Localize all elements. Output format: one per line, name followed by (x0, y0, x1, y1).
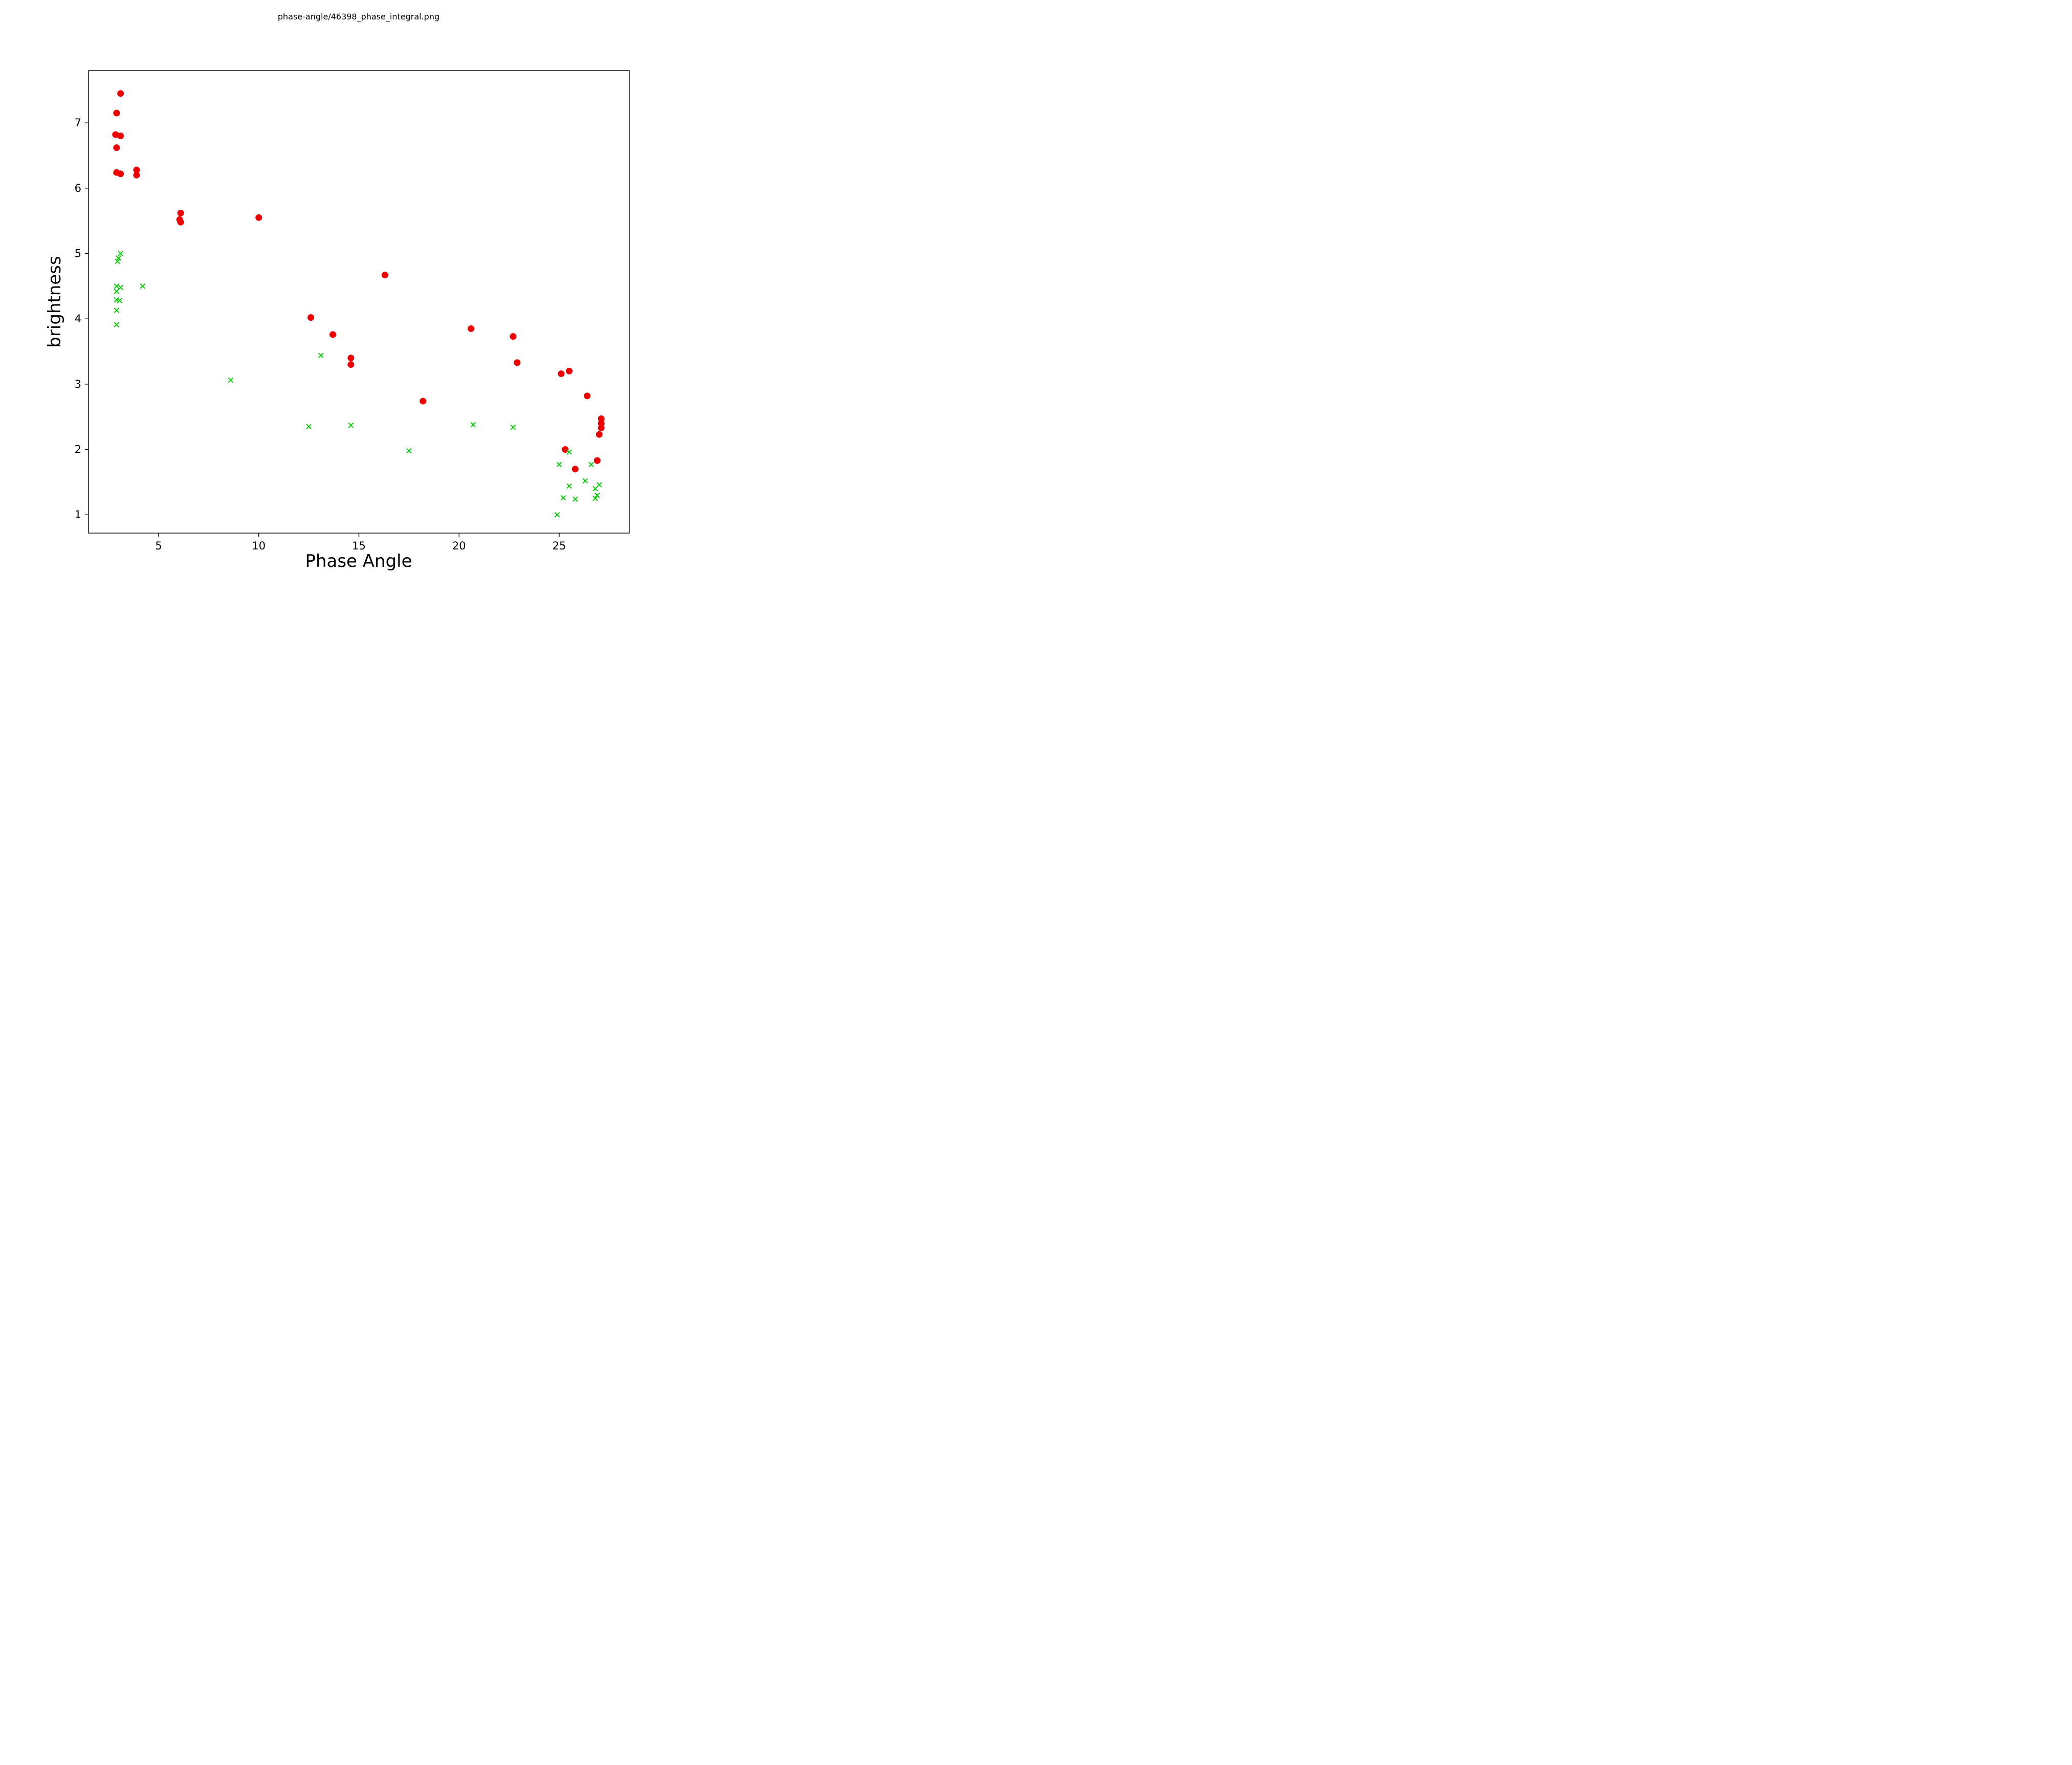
data-point-red-circles (420, 398, 427, 405)
data-point-green-crosses (114, 283, 120, 289)
data-point-red-circles (133, 166, 140, 173)
data-point-green-crosses (510, 424, 516, 430)
chart-title: phase-angle/46398_phase_integral.png (278, 12, 439, 22)
data-point-green-crosses (597, 482, 602, 488)
data-point-green-crosses (572, 496, 578, 502)
data-point-red-circles (468, 325, 475, 332)
x-tick-label: 20 (452, 540, 466, 552)
data-point-green-crosses (588, 461, 594, 468)
data-point-red-circles (514, 359, 521, 366)
data-point-red-circles (347, 355, 355, 362)
x-tick-label: 15 (352, 540, 366, 552)
data-point-red-circles (558, 370, 565, 377)
data-point-green-crosses (566, 449, 572, 455)
y-tick-label: 4 (75, 313, 81, 325)
data-point-red-circles (584, 392, 591, 400)
data-point-green-crosses (594, 492, 600, 498)
y-tick-label: 2 (75, 444, 81, 456)
data-point-red-circles (113, 144, 120, 151)
data-point-red-circles (562, 446, 569, 453)
plot-border (88, 70, 630, 534)
data-point-red-circles (177, 209, 184, 216)
data-point-green-crosses (115, 258, 121, 264)
x-tick-label: 10 (252, 540, 266, 552)
data-point-green-crosses (118, 251, 123, 256)
data-point-red-circles (133, 171, 140, 179)
y-tick-label: 1 (75, 509, 81, 521)
data-point-red-circles (510, 333, 517, 340)
y-tick-label: 3 (75, 378, 81, 390)
data-point-red-circles (329, 331, 337, 338)
data-point-green-crosses (228, 377, 234, 383)
data-point-red-circles (598, 420, 605, 427)
data-point-red-circles (381, 272, 388, 279)
data-point-red-circles (598, 415, 605, 423)
data-point-red-circles (307, 314, 315, 321)
data-point-green-crosses (406, 448, 412, 454)
data-point-red-circles (571, 466, 579, 473)
data-point-red-circles (347, 361, 355, 368)
data-point-green-crosses (114, 289, 120, 294)
data-point-red-circles (117, 133, 124, 140)
data-point-green-crosses (470, 422, 476, 428)
data-point-green-crosses (318, 352, 324, 358)
data-point-green-crosses (554, 512, 560, 518)
data-point-green-crosses (306, 424, 312, 430)
y-tick-label: 5 (75, 248, 81, 260)
figure-canvas: phase-angle/46398_phase_integral.png Pha… (0, 0, 691, 588)
data-point-green-crosses (118, 284, 123, 291)
data-point-red-circles (177, 218, 184, 226)
y-axis-label: brightness (45, 256, 65, 347)
data-point-red-circles (117, 170, 124, 178)
data-point-red-circles (113, 109, 120, 117)
data-point-red-circles (596, 431, 603, 438)
x-axis-label: Phase Angle (305, 551, 412, 571)
data-point-green-crosses (556, 461, 562, 468)
scatter-plot: phase-angle/46398_phase_integral.png Pha… (45, 12, 630, 571)
x-tick-label: 25 (553, 540, 566, 552)
data-point-green-crosses (116, 255, 121, 261)
data-point-green-crosses (592, 486, 598, 492)
plot-content: 5 10 15 20 25 1 2 3 4 5 6 7 (75, 70, 630, 552)
data-point-red-circles (566, 367, 573, 374)
data-point-green-crosses (560, 495, 566, 501)
data-point-green-crosses (114, 307, 120, 313)
data-point-red-circles (255, 214, 262, 221)
y-tick-label: 6 (75, 182, 81, 194)
data-point-green-crosses (592, 496, 598, 501)
y-tick-label: 7 (75, 117, 81, 129)
data-point-red-circles (598, 424, 605, 431)
data-point-green-crosses (114, 322, 120, 327)
data-point-green-crosses (117, 298, 122, 303)
data-point-green-crosses (582, 478, 588, 484)
data-point-green-crosses (140, 283, 145, 289)
data-point-red-circles (117, 90, 124, 97)
data-point-red-circles (112, 131, 119, 138)
data-point-green-crosses (348, 423, 354, 428)
x-tick-label: 5 (155, 540, 162, 552)
data-point-green-crosses (566, 483, 572, 489)
data-point-red-circles (593, 457, 601, 464)
